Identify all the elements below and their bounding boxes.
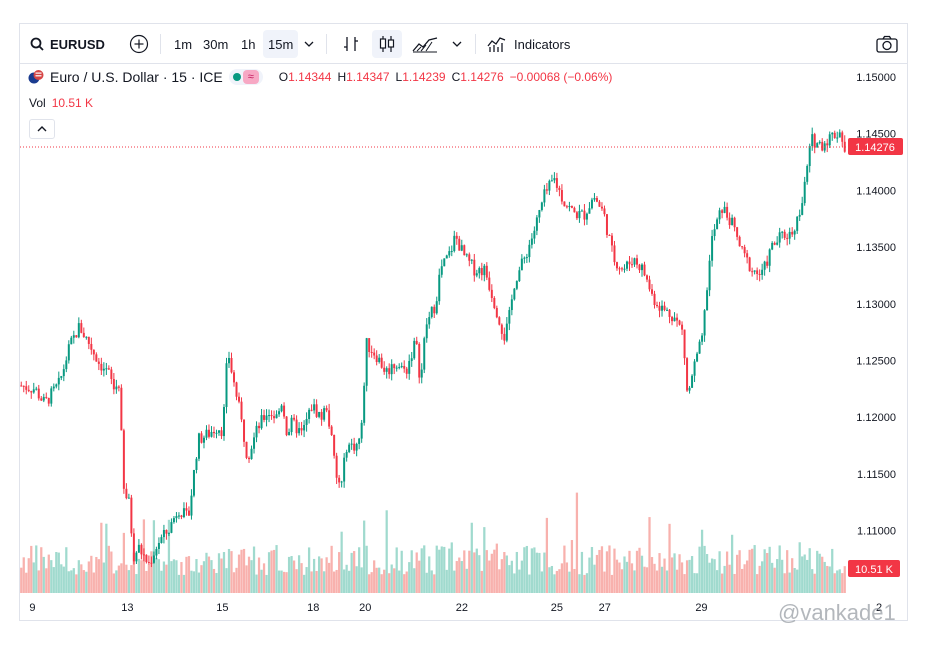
chevron-down-icon: [452, 41, 462, 47]
interval-dropdown[interactable]: [303, 24, 315, 64]
bar-style-button[interactable]: [336, 30, 366, 58]
vol-value: 10.51 K: [51, 96, 94, 110]
bars-icon: [344, 37, 358, 51]
camera-icon: [876, 35, 898, 53]
candles-icon: [379, 36, 395, 52]
collapse-legend-button[interactable]: [29, 119, 55, 139]
screenshot-button[interactable]: [872, 30, 902, 58]
toolbar: EURUSD 1m 30m 1h 15m Indicators: [20, 24, 907, 64]
change-value: −0.00068 (−0.06%): [509, 70, 613, 84]
indicators-button[interactable]: Indicators: [487, 24, 570, 64]
flag-pair-icon: [28, 70, 44, 84]
search-icon: [30, 37, 44, 51]
low-label: L: [395, 70, 403, 84]
high-value: 1.14347: [346, 70, 390, 84]
ohlc-values: O1.14344 H1.14347 L1.14239 C1.14276 −0.0…: [279, 70, 613, 84]
series-title: Euro / U.S. Dollar · 15 · ICE: [50, 69, 223, 85]
open-value: 1.14344: [288, 70, 332, 84]
toolbar-divider: [475, 34, 476, 54]
area-style-button[interactable]: [410, 30, 440, 58]
symbol-search[interactable]: EURUSD: [30, 24, 105, 64]
interval-15m[interactable]: 15m: [263, 30, 299, 58]
toolbar-divider: [160, 34, 161, 54]
plus-circle-icon: [129, 34, 149, 54]
close-value: 1.14276: [460, 70, 504, 84]
interval-1m[interactable]: 1m: [174, 36, 193, 52]
close-label: C: [451, 70, 461, 84]
watermark: @vankade1: [778, 600, 896, 625]
low-value: 1.14239: [402, 70, 446, 84]
approx-icon: ≈: [242, 70, 259, 84]
chevron-down-icon: [304, 41, 314, 47]
volume-legend: Vol 10.51 K: [29, 96, 93, 110]
candles-style-button[interactable]: [372, 30, 402, 58]
market-open-dot: [232, 73, 241, 81]
chart-style-dropdown[interactable]: [451, 24, 463, 64]
symbol-label: EURUSD: [50, 36, 105, 52]
interval-1h[interactable]: 1h: [241, 36, 256, 52]
vol-label: Vol: [29, 96, 46, 110]
chart-frame: EURUSD 1m 30m 1h 15m Indicators: [19, 23, 908, 621]
open-label: O: [278, 70, 289, 84]
chevron-up-icon: [37, 126, 47, 132]
market-status-toggle[interactable]: ≈: [228, 69, 263, 85]
area-chart-icon: [412, 37, 438, 53]
interval-30m[interactable]: 30m: [203, 36, 229, 52]
indicators-icon: [487, 37, 506, 52]
high-label: H: [337, 70, 347, 84]
toolbar-divider: [326, 34, 327, 54]
indicators-label: Indicators: [514, 36, 571, 52]
series-legend: Euro / U.S. Dollar · 15 · ICE ≈ O1.14344…: [28, 69, 612, 85]
compare-button[interactable]: [128, 24, 150, 64]
